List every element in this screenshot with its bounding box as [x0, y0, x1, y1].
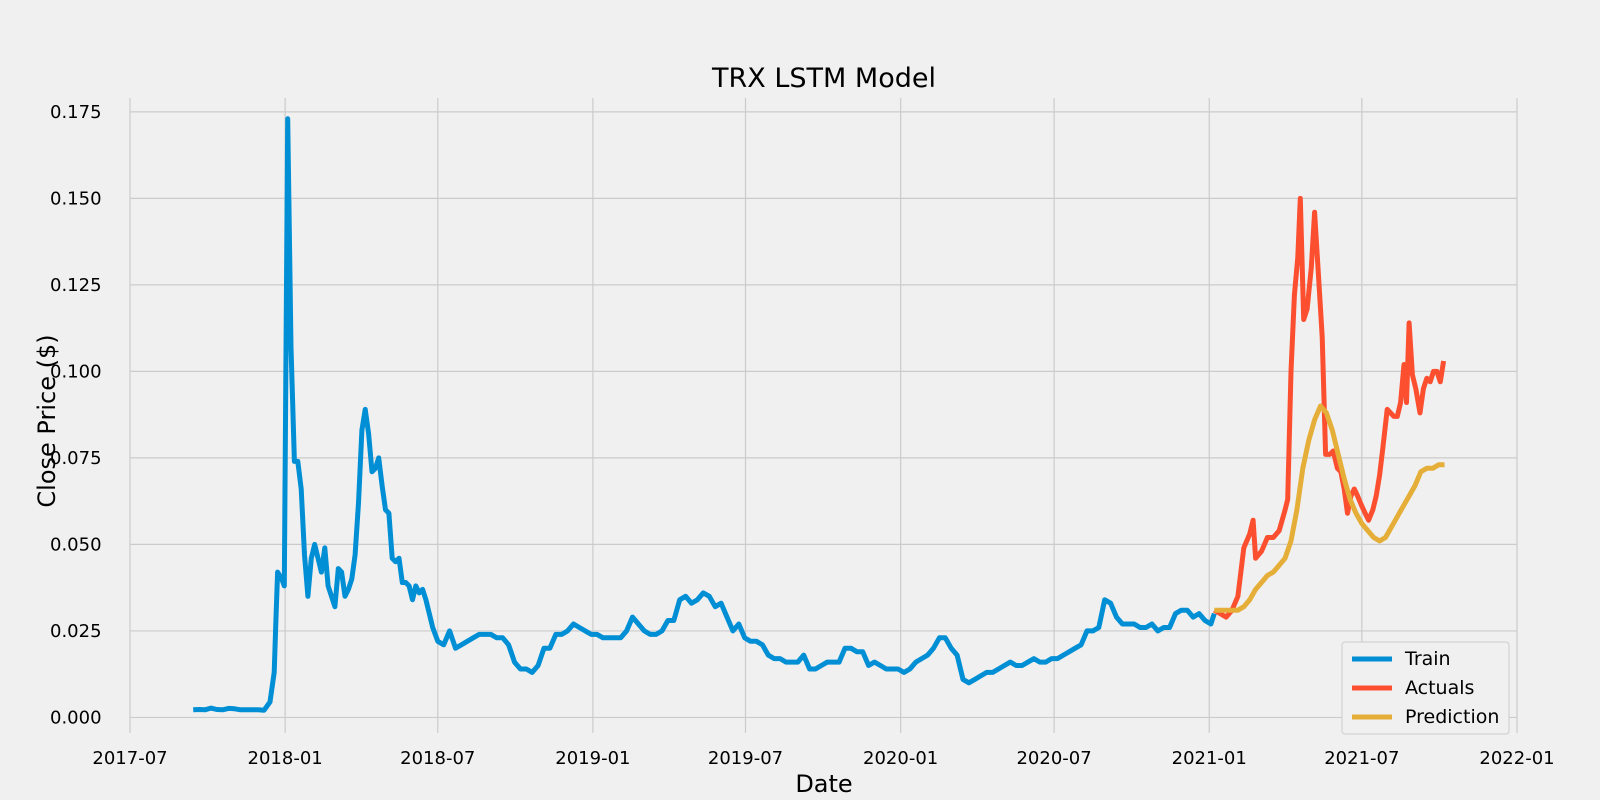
y-tick-label: 0.075 — [50, 448, 102, 469]
x-tick-label: 2021-07 — [1324, 748, 1399, 769]
series-group — [193, 116, 1447, 713]
series-line-train — [193, 116, 1217, 713]
y-tick-label: 0.125 — [50, 275, 102, 296]
x-tick-label: 2018-01 — [248, 748, 323, 769]
series-line-actuals — [1213, 195, 1447, 620]
y-axis-label: Close Price ($) — [33, 334, 61, 507]
x-tick-label: 2022-01 — [1479, 748, 1554, 769]
x-tick-label: 2019-07 — [708, 748, 783, 769]
y-tick-label: 0.150 — [50, 188, 102, 209]
x-tick-label: 2021-01 — [1172, 748, 1247, 769]
legend-label-actuals: Actuals — [1405, 677, 1474, 699]
x-tick-labels: 2017-07 2018-01 2018-07 2019-01 2019-07 2020-… — [92, 748, 1554, 769]
x-tick-label: 2018-07 — [400, 748, 475, 769]
chart-title: TRX LSTM Model — [711, 63, 936, 94]
y-tick-label: 0.000 — [50, 707, 102, 728]
legend-box — [1341, 641, 1510, 735]
y-tick-label: 0.175 — [50, 102, 102, 123]
series-line-prediction — [1214, 403, 1445, 613]
x-tick-label: 2019-01 — [555, 748, 630, 769]
y-tick-label: 0.050 — [50, 534, 102, 555]
legend-label-train: Train — [1404, 648, 1451, 670]
y-tick-labels: 0.000 0.025 0.050 0.075 0.100 0.125 0.150 0.175 — [50, 102, 102, 729]
x-tick-label: 2020-01 — [863, 748, 938, 769]
x-tick-label: 2017-07 — [92, 748, 167, 769]
legend-label-prediction: Prediction — [1405, 706, 1499, 728]
x-tick-label: 2020-07 — [1016, 748, 1091, 769]
y-tick-label: 0.025 — [50, 621, 102, 642]
grid — [129, 98, 1518, 733]
x-axis-label: Date — [795, 770, 852, 798]
legend: Train Actuals Prediction — [1341, 641, 1510, 735]
y-tick-label: 0.100 — [50, 361, 102, 382]
